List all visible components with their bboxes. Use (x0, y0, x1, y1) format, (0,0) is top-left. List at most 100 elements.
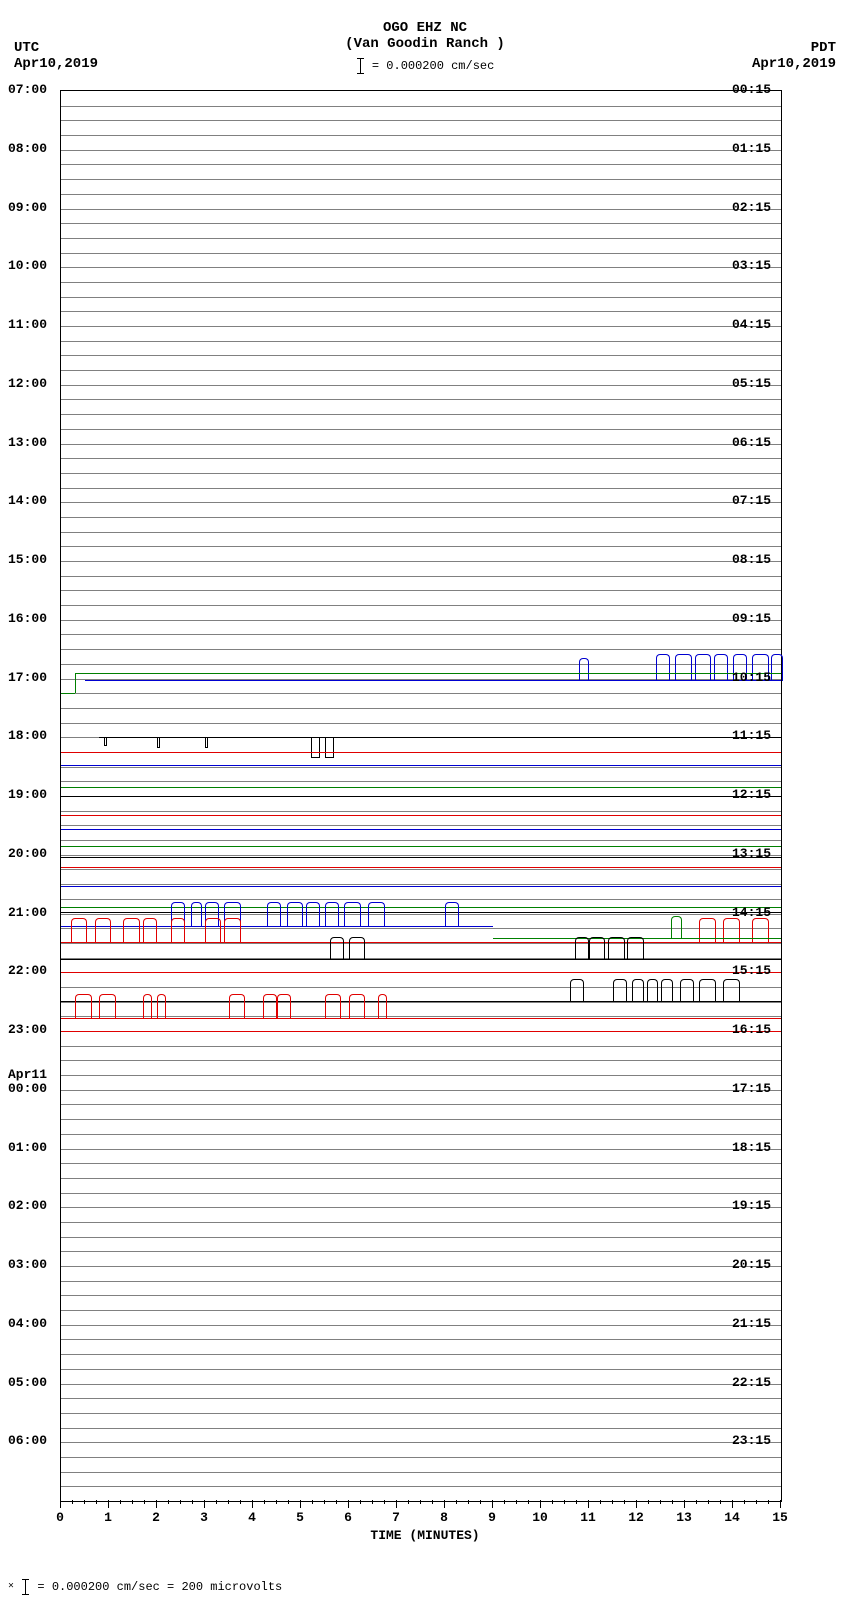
left-time-label: 03:00 (8, 1257, 118, 1272)
grid-row-line (61, 429, 781, 430)
xaxis-minor-tick (744, 1500, 745, 1504)
right-time-label: 07:15 (732, 493, 842, 508)
right-time-label: 14:15 (732, 905, 842, 920)
trace-pulse (699, 918, 715, 943)
xaxis-tick-label: 8 (440, 1510, 448, 1525)
grid-row-line (61, 869, 781, 870)
grid-row-line (61, 370, 781, 371)
grid-row-line (61, 1413, 781, 1414)
xaxis-minor-tick (120, 1500, 121, 1504)
xaxis-minor-tick (228, 1500, 229, 1504)
left-time-label: 11:00 (8, 317, 118, 332)
left-time-label: 21:00 (8, 905, 118, 920)
grid-row-line (61, 576, 781, 577)
left-time-label: 09:00 (8, 200, 118, 215)
grid-row-line (61, 767, 781, 768)
xaxis-minor-tick (468, 1500, 469, 1504)
trace-baseline (61, 1031, 781, 1032)
trace-pulse (627, 937, 643, 960)
helicorder-plot (60, 90, 782, 1502)
xaxis-tick-label: 6 (344, 1510, 352, 1525)
right-time-label: 08:15 (732, 552, 842, 567)
grid-row-line (61, 1193, 781, 1194)
grid-row-line (61, 311, 781, 312)
xaxis-minor-tick (552, 1500, 553, 1504)
grid-row-line (61, 1075, 781, 1076)
xaxis-minor-tick (480, 1500, 481, 1504)
trace-pulse (661, 979, 673, 1002)
trace-pulse (325, 902, 339, 927)
xaxis-minor-tick (768, 1500, 769, 1504)
left-time-label: 07:00 (8, 82, 118, 97)
xaxis-tick (204, 1500, 205, 1508)
trace-pulse (224, 918, 240, 943)
right-time-label: 22:15 (732, 1375, 842, 1390)
grid-row-line (61, 840, 781, 841)
grid-row-line (61, 1119, 781, 1120)
trace-drop (157, 737, 160, 748)
left-time-label: 18:00 (8, 728, 118, 743)
xaxis-minor-tick (324, 1500, 325, 1504)
chart-header: OGO EHZ NC (Van Goodin Ranch ) (0, 20, 850, 52)
grid-row-line (61, 855, 781, 856)
grid-row-line (61, 179, 781, 180)
grid-row-line (61, 1339, 781, 1340)
trace-baseline (75, 673, 781, 674)
trace-baseline (61, 867, 781, 868)
grid-row-line (61, 1398, 781, 1399)
trace-pulse (349, 994, 365, 1019)
trace-drop (325, 737, 334, 758)
trace-baseline (61, 846, 781, 847)
trace-pulse (191, 902, 203, 927)
xaxis-minor-tick (564, 1500, 565, 1504)
xaxis-tick (396, 1500, 397, 1508)
grid-row-line (61, 1046, 781, 1047)
grid-row-line (61, 223, 781, 224)
xaxis-tick-label: 15 (772, 1510, 788, 1525)
xaxis-minor-tick (576, 1500, 577, 1504)
grid-row-line (61, 590, 781, 591)
left-time-label: 19:00 (8, 787, 118, 802)
right-time-label: 20:15 (732, 1257, 842, 1272)
left-time-label: 08:00 (8, 141, 118, 156)
trace-pulse (723, 979, 739, 1002)
grid-row-line (61, 1442, 781, 1443)
xaxis-tick (156, 1500, 157, 1508)
trace-pulse (647, 979, 659, 1002)
xaxis-minor-tick (432, 1500, 433, 1504)
grid-row-line (61, 1295, 781, 1296)
xaxis-minor-tick (264, 1500, 265, 1504)
xaxis-minor-tick (384, 1500, 385, 1504)
right-time-label: 01:15 (732, 141, 842, 156)
grid-row-line (61, 825, 781, 826)
grid-row-line (61, 561, 781, 562)
trace-baseline (61, 765, 781, 766)
trace-baseline (61, 787, 781, 788)
station-title: OGO EHZ NC (0, 20, 850, 36)
grid-row-line (61, 884, 781, 885)
xaxis-tick-label: 1 (104, 1510, 112, 1525)
trace-pulse (632, 979, 644, 1002)
xaxis-minor-tick (600, 1500, 601, 1504)
xaxis-tick-label: 14 (724, 1510, 740, 1525)
xaxis-minor-tick (672, 1500, 673, 1504)
trace-pulse (579, 658, 588, 681)
grid-row-line (61, 1104, 781, 1105)
trace-baseline (61, 886, 781, 887)
grid-row-line (61, 164, 781, 165)
xaxis-title: TIME (MINUTES) (0, 1528, 850, 1543)
right-time-label: 09:15 (732, 611, 842, 626)
xaxis-tick (780, 1500, 781, 1508)
xaxis-tick (300, 1500, 301, 1508)
trace-pulse (575, 937, 589, 960)
grid-row-line (61, 1207, 781, 1208)
trace-pulse (229, 994, 245, 1019)
grid-row-line (61, 723, 781, 724)
xaxis-minor-tick (408, 1500, 409, 1504)
right-time-label: 03:15 (732, 258, 842, 273)
grid-row-line (61, 194, 781, 195)
xaxis-tick (684, 1500, 685, 1508)
station-subtitle: (Van Goodin Ranch ) (0, 36, 850, 52)
xaxis-tick-label: 12 (628, 1510, 644, 1525)
trace-pulse (680, 979, 694, 1002)
